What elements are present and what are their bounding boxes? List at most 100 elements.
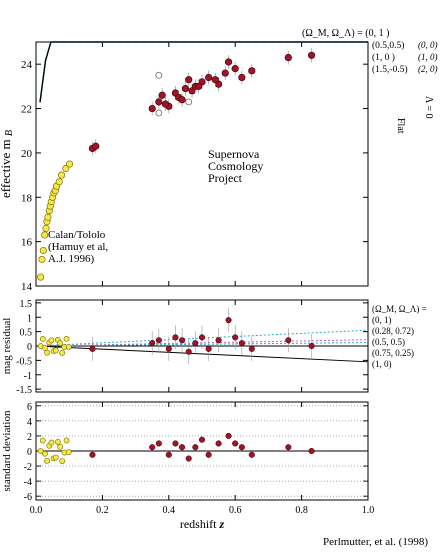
scp-residual: [238, 340, 245, 347]
scp-point: [195, 82, 203, 90]
y-tick-label: 18: [21, 192, 33, 204]
y-tick-label: 0.5: [20, 328, 33, 339]
calan-tololo-point: [65, 160, 74, 168]
scp-point: [181, 84, 189, 93]
calan-tololo-residual: [39, 335, 46, 342]
calan-tololo-point: [38, 255, 46, 263]
y-tick-label: 20: [21, 148, 33, 160]
model-curve: [39, 41, 368, 103]
model-curve: [39, 41, 368, 103]
scp-point: [205, 73, 213, 82]
scp-sigma: [225, 432, 232, 439]
calan-tololo-point: [44, 213, 52, 221]
x-tick-label: 0.2: [96, 505, 109, 516]
scp-residual: [198, 334, 206, 341]
calan-annotation: (Hamuy et al,: [48, 241, 108, 253]
calan-tololo-sigma: [63, 437, 70, 444]
middle-y-label: mag residual: [1, 318, 13, 375]
scp-sigma: [215, 440, 222, 447]
scp-sigma: [285, 444, 292, 451]
scp-residual: [285, 337, 292, 344]
calan-tololo-residual: [59, 350, 66, 356]
scp-point: [155, 98, 163, 106]
legend-entry-alt: (2, 0): [418, 64, 438, 74]
calan-tololo-sigma: [57, 443, 63, 450]
bottom-y-label: standard deviation: [1, 410, 13, 491]
calan-tololo-sigma: [39, 437, 46, 444]
y-tick-label: 0: [27, 342, 32, 353]
flat-label: Flat: [395, 118, 406, 134]
calan-tololo-point: [58, 171, 66, 179]
scp-sigma: [192, 444, 199, 451]
scp-point: [178, 96, 186, 104]
y-tick-label: 1.5: [20, 299, 33, 310]
scp-sigma: [155, 440, 162, 447]
y-tick-label: -1: [24, 371, 32, 382]
scp-point: [238, 73, 246, 82]
credit-text: Perlmutter, et al. (1998): [323, 536, 428, 548]
calan-tololo-point: [37, 273, 45, 281]
scp-point: [185, 76, 193, 84]
calan-tololo-residual: [48, 337, 55, 344]
y-tick-label: 14: [21, 281, 33, 293]
x-axis-label: redshift z: [180, 517, 225, 531]
scp-point: [221, 69, 229, 77]
y-tick-label: -1.5: [16, 385, 32, 396]
scp-residual: [232, 334, 239, 341]
scp-point: [231, 65, 239, 73]
scp-point: [211, 76, 219, 84]
y-tick-label: 1: [27, 313, 32, 324]
scp-annotation: Supernova: [208, 147, 260, 161]
calan-tololo-sigma: [52, 454, 59, 461]
x-tick-label: 0.0: [30, 505, 43, 516]
y-tick-label: 2: [27, 432, 32, 443]
legend-entry: (0.5,0.5): [372, 40, 404, 51]
residual-model-line: [35, 339, 369, 347]
calan-tololo-sigma: [59, 458, 66, 465]
scp-sigma: [198, 436, 206, 443]
scp-residual: [89, 345, 96, 352]
scp-residual: [225, 317, 232, 324]
legend-header: (Ω_M, Ω_Λ) = (0, 1 ): [302, 28, 389, 39]
scp-annotation: Cosmology: [208, 159, 263, 173]
excluded-point: [155, 109, 163, 117]
calan-tololo-sigma: [65, 449, 72, 456]
residual-legend-entry: (0, 1): [372, 315, 392, 325]
y-tick-label: 4: [27, 417, 32, 428]
calan-annotation: A.J. 1996): [48, 253, 94, 265]
calan-tololo-residual: [44, 349, 51, 356]
calan-tololo-sigma: [44, 457, 51, 464]
scp-residual: [149, 340, 156, 347]
scp-residual: [248, 345, 255, 352]
scp-sigma: [238, 444, 245, 451]
scp-point: [92, 142, 100, 150]
legend-entry-alt: (0, 0): [418, 40, 438, 50]
scp-residual: [185, 348, 192, 355]
residual-legend-entry: (Ω_M, Ω_Λ) =: [372, 304, 427, 314]
residual-legend-entry: (1, 0): [372, 359, 392, 369]
x-tick-label: 1.0: [362, 505, 375, 516]
scp-residual: [165, 345, 172, 352]
residual-model-line: [35, 329, 369, 347]
scp-sigma: [232, 440, 239, 447]
scp-sigma: [165, 451, 172, 458]
scp-point: [307, 51, 316, 59]
calan-tololo-point: [41, 231, 49, 239]
scp-sigma: [205, 451, 212, 458]
y-tick-label: 6: [27, 402, 32, 413]
scp-residual: [172, 334, 179, 341]
x-tick-label: 0.6: [229, 505, 242, 516]
scp-point: [158, 91, 166, 99]
scp-sigma: [172, 440, 179, 447]
scp-annotation: Project: [208, 171, 243, 185]
calan-tololo-sigma: [37, 448, 44, 454]
scp-point: [148, 104, 156, 113]
scp-residual: [215, 337, 222, 344]
calan-tololo-point: [39, 246, 47, 255]
calan-tololo-residual: [42, 344, 48, 351]
residual-legend-entry: (0.28, 0.72): [372, 326, 414, 336]
scp-residual: [308, 342, 315, 350]
scp-residual: [179, 337, 186, 344]
